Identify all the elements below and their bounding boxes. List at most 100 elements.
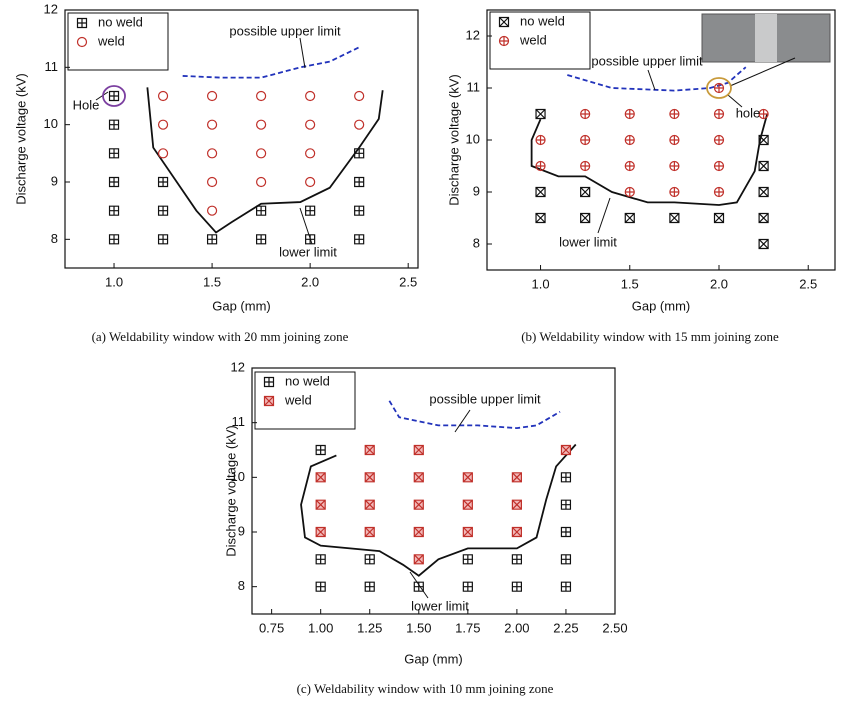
caption: (b) Weldability window with 15 mm joinin… bbox=[521, 329, 779, 344]
data-point bbox=[157, 176, 169, 188]
data-point bbox=[713, 82, 725, 94]
caption: (a) Weldability window with 20 mm joinin… bbox=[92, 329, 349, 344]
x-tick-label: 1.0 bbox=[531, 276, 549, 291]
data-point bbox=[580, 186, 591, 198]
limit-curve bbox=[182, 46, 360, 79]
data-point bbox=[462, 472, 473, 483]
y-tick-label: 11 bbox=[232, 414, 246, 429]
x-axis-label: Gap (mm) bbox=[632, 298, 691, 313]
legend-marker bbox=[498, 35, 510, 47]
data-point bbox=[108, 119, 120, 130]
data-point bbox=[624, 160, 635, 172]
caption: (c) Weldability window with 10 mm joinin… bbox=[297, 681, 554, 696]
x-tick-label: 1.0 bbox=[105, 274, 123, 289]
data-point bbox=[108, 148, 120, 159]
x-tick-label: 2.0 bbox=[710, 276, 728, 291]
data-point bbox=[364, 499, 375, 510]
data-point bbox=[413, 554, 424, 565]
data-point bbox=[535, 212, 546, 224]
data-point bbox=[315, 472, 326, 483]
annotation-arrow bbox=[597, 197, 611, 234]
data-point bbox=[364, 444, 375, 456]
legend-marker bbox=[76, 17, 88, 29]
data-point bbox=[560, 472, 572, 483]
data-point bbox=[108, 205, 120, 216]
data-point bbox=[713, 134, 725, 146]
data-point bbox=[535, 134, 546, 146]
data-point bbox=[157, 148, 169, 159]
data-point bbox=[206, 205, 218, 216]
limit-curve bbox=[300, 443, 577, 577]
y-tick-label: 8 bbox=[51, 231, 58, 246]
data-point bbox=[206, 90, 218, 102]
data-point bbox=[315, 499, 326, 510]
data-point bbox=[364, 581, 375, 592]
data-point bbox=[256, 234, 267, 245]
data-point bbox=[364, 526, 375, 538]
data-point bbox=[624, 108, 635, 120]
data-point bbox=[108, 234, 120, 245]
data-point bbox=[315, 444, 326, 456]
data-point bbox=[413, 472, 424, 483]
data-point bbox=[413, 499, 424, 510]
limit-curve bbox=[530, 113, 769, 206]
annotation-arrow bbox=[299, 207, 313, 245]
annotation: hole bbox=[736, 105, 761, 120]
data-point bbox=[713, 186, 725, 198]
y-tick-label: 12 bbox=[231, 359, 245, 374]
data-point bbox=[580, 108, 591, 120]
y-tick-label: 10 bbox=[231, 469, 245, 484]
y-tick-label: 9 bbox=[51, 173, 58, 188]
data-point bbox=[560, 581, 572, 592]
x-tick-label: 2.5 bbox=[799, 276, 817, 291]
data-point bbox=[256, 119, 267, 130]
y-tick-label: 9 bbox=[238, 523, 245, 538]
data-point bbox=[462, 581, 473, 592]
data-point bbox=[560, 554, 572, 565]
data-point bbox=[354, 90, 365, 102]
x-tick-label: 2.5 bbox=[399, 274, 417, 289]
y-tick-label: 8 bbox=[238, 578, 245, 593]
y-axis-label: Discharge voltage (kV) bbox=[446, 74, 461, 206]
data-point bbox=[108, 176, 120, 188]
data-point bbox=[206, 234, 218, 245]
x-tick-label: 1.5 bbox=[203, 274, 221, 289]
y-tick-label: 11 bbox=[45, 59, 59, 74]
data-point bbox=[206, 119, 218, 130]
annotation: possible upper limit bbox=[229, 23, 341, 38]
legend-marker bbox=[76, 36, 88, 48]
data-point bbox=[669, 212, 680, 224]
data-point bbox=[669, 108, 680, 120]
y-tick-label: 12 bbox=[466, 27, 480, 42]
data-point bbox=[624, 186, 635, 198]
annotation-arrow bbox=[729, 57, 796, 87]
y-tick-label: 12 bbox=[44, 1, 58, 16]
highlight-ellipse bbox=[102, 85, 126, 107]
limit-curve bbox=[146, 87, 384, 234]
y-tick-label: 11 bbox=[467, 79, 481, 94]
x-tick-label: 2.00 bbox=[504, 620, 529, 635]
data-point bbox=[580, 212, 591, 224]
highlight-ellipse bbox=[706, 77, 732, 99]
annotation-arrow bbox=[95, 91, 109, 101]
data-point bbox=[511, 581, 522, 592]
data-point bbox=[713, 212, 725, 224]
data-point bbox=[669, 186, 680, 198]
data-point bbox=[206, 176, 218, 188]
annotation: lower limit bbox=[279, 244, 337, 259]
legend-box bbox=[67, 12, 169, 71]
data-point bbox=[669, 134, 680, 146]
data-point bbox=[511, 554, 522, 565]
legend-label: no weld bbox=[98, 14, 143, 29]
data-point bbox=[758, 108, 769, 120]
annotation-arrow bbox=[727, 94, 743, 108]
data-point bbox=[462, 499, 473, 510]
data-point bbox=[758, 186, 769, 198]
data-point bbox=[580, 160, 591, 172]
x-tick-label: 2.0 bbox=[301, 274, 319, 289]
data-point bbox=[305, 148, 316, 159]
legend-marker bbox=[263, 395, 275, 407]
data-point bbox=[256, 148, 267, 159]
